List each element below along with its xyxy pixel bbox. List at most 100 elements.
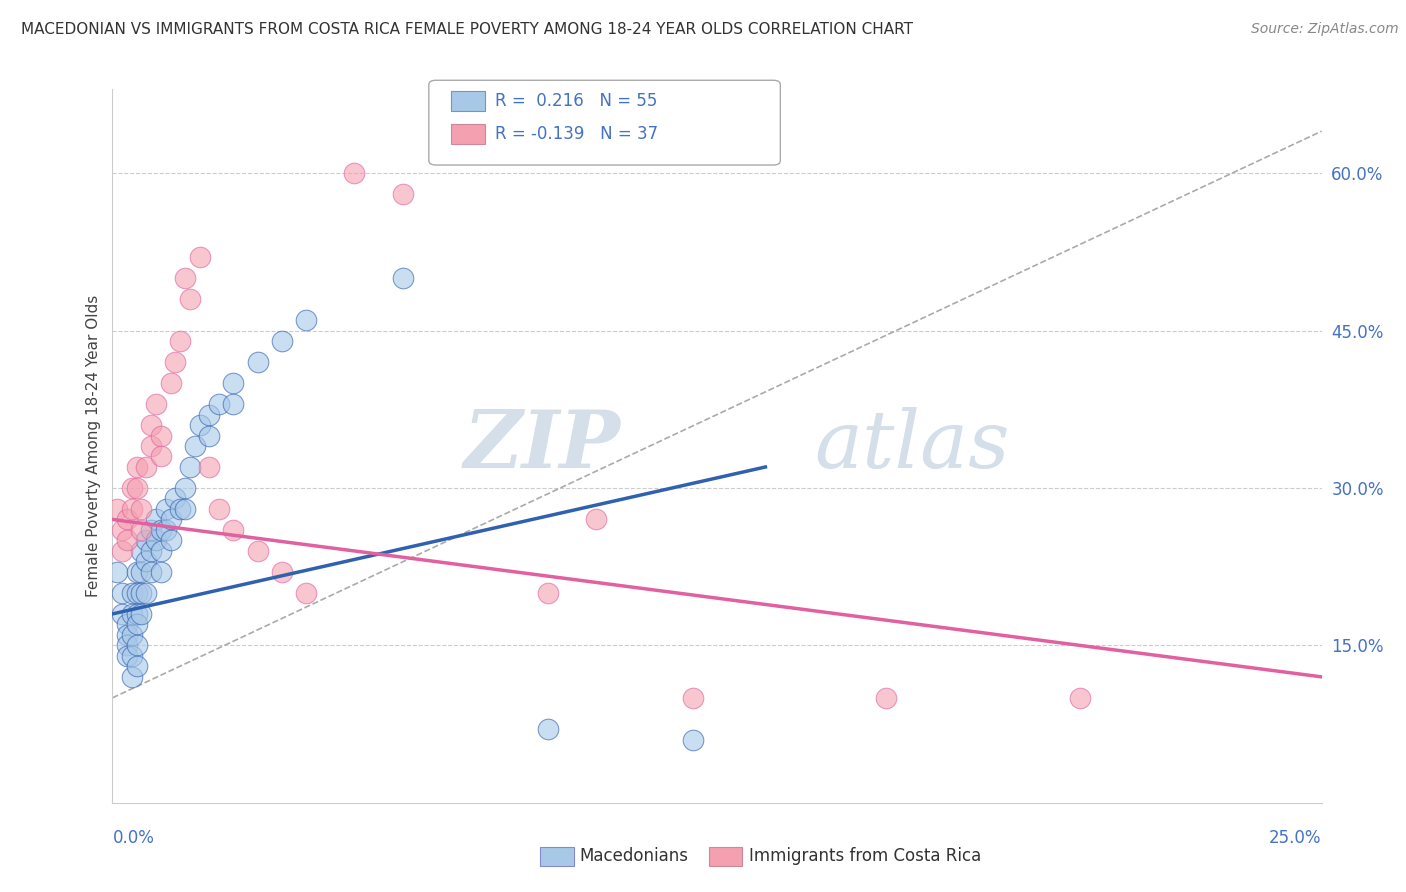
Point (131, 502, 153, 516)
Point (149, 544, 172, 558)
Point (246, 544, 269, 558)
Point (246, 355, 269, 369)
Point (270, 334, 292, 348)
Point (270, 565, 292, 579)
Point (115, 512, 138, 526)
Point (141, 544, 163, 558)
Point (111, 523, 134, 537)
Point (125, 659, 148, 673)
Point (141, 565, 163, 579)
Text: atlas: atlas (814, 408, 1010, 484)
Point (159, 376, 181, 390)
Text: Immigrants from Costa Rica: Immigrants from Costa Rica (749, 847, 981, 865)
Text: MACEDONIAN VS IMMIGRANTS FROM COSTA RICA FEMALE POVERTY AMONG 18-24 YEAR OLDS CO: MACEDONIAN VS IMMIGRANTS FROM COSTA RICA… (21, 22, 912, 37)
Point (135, 586, 157, 600)
Point (121, 670, 143, 684)
Point (115, 648, 138, 663)
Point (115, 639, 138, 653)
Point (115, 533, 138, 548)
Point (131, 523, 153, 537)
Text: Source: ZipAtlas.com: Source: ZipAtlas.com (1251, 22, 1399, 37)
Point (121, 586, 143, 600)
Point (165, 491, 187, 506)
Point (343, 166, 366, 180)
Point (141, 417, 163, 432)
Point (169, 334, 191, 348)
Point (155, 523, 177, 537)
Point (174, 271, 197, 285)
Point (121, 648, 143, 663)
Point (198, 408, 221, 422)
Point (222, 397, 245, 411)
Point (585, 512, 607, 526)
Point (222, 523, 245, 537)
Point (145, 397, 167, 411)
Text: 25.0%: 25.0% (1270, 829, 1322, 847)
Point (111, 607, 134, 621)
Point (125, 460, 148, 475)
Point (135, 554, 157, 568)
Point (145, 512, 167, 526)
Point (121, 607, 143, 621)
Point (165, 355, 187, 369)
Text: R = -0.139   N = 37: R = -0.139 N = 37 (495, 125, 658, 143)
Point (131, 607, 153, 621)
Point (111, 586, 134, 600)
Point (105, 565, 128, 579)
Point (174, 502, 197, 516)
Point (222, 376, 245, 390)
Point (391, 187, 413, 202)
Point (121, 481, 143, 495)
Point (159, 512, 181, 526)
Point (111, 544, 134, 558)
Point (440, 145, 463, 160)
Point (125, 481, 148, 495)
Point (179, 292, 201, 306)
Point (198, 460, 221, 475)
Point (121, 628, 143, 642)
Point (1069, 690, 1091, 705)
Point (135, 533, 157, 548)
Point (208, 397, 231, 411)
Point (295, 313, 318, 327)
Point (131, 586, 153, 600)
Point (125, 586, 148, 600)
Point (155, 502, 177, 516)
Text: ZIP: ZIP (464, 408, 620, 484)
Point (105, 502, 128, 516)
Point (537, 586, 560, 600)
Point (159, 533, 181, 548)
Point (188, 250, 211, 264)
Point (141, 523, 163, 537)
Point (131, 565, 153, 579)
Text: 0.0%: 0.0% (112, 829, 155, 847)
Point (125, 639, 148, 653)
Text: R =  0.216   N = 55: R = 0.216 N = 55 (495, 92, 657, 110)
Point (179, 460, 201, 475)
Point (125, 617, 148, 632)
Point (125, 607, 148, 621)
Point (149, 450, 172, 464)
Point (391, 271, 413, 285)
Point (682, 732, 704, 747)
Point (295, 586, 318, 600)
Point (149, 565, 172, 579)
Point (115, 628, 138, 642)
Point (149, 428, 172, 442)
Point (682, 690, 704, 705)
Point (875, 690, 897, 705)
Point (149, 523, 172, 537)
Point (131, 544, 153, 558)
Point (169, 502, 191, 516)
Point (115, 617, 138, 632)
Point (125, 565, 148, 579)
Y-axis label: Female Poverty Among 18-24 Year Olds: Female Poverty Among 18-24 Year Olds (86, 295, 101, 597)
Point (208, 502, 231, 516)
Point (188, 417, 211, 432)
Point (198, 428, 221, 442)
Point (183, 439, 205, 453)
Point (145, 533, 167, 548)
Text: Macedonians: Macedonians (579, 847, 689, 865)
Point (537, 723, 560, 737)
Point (141, 439, 163, 453)
